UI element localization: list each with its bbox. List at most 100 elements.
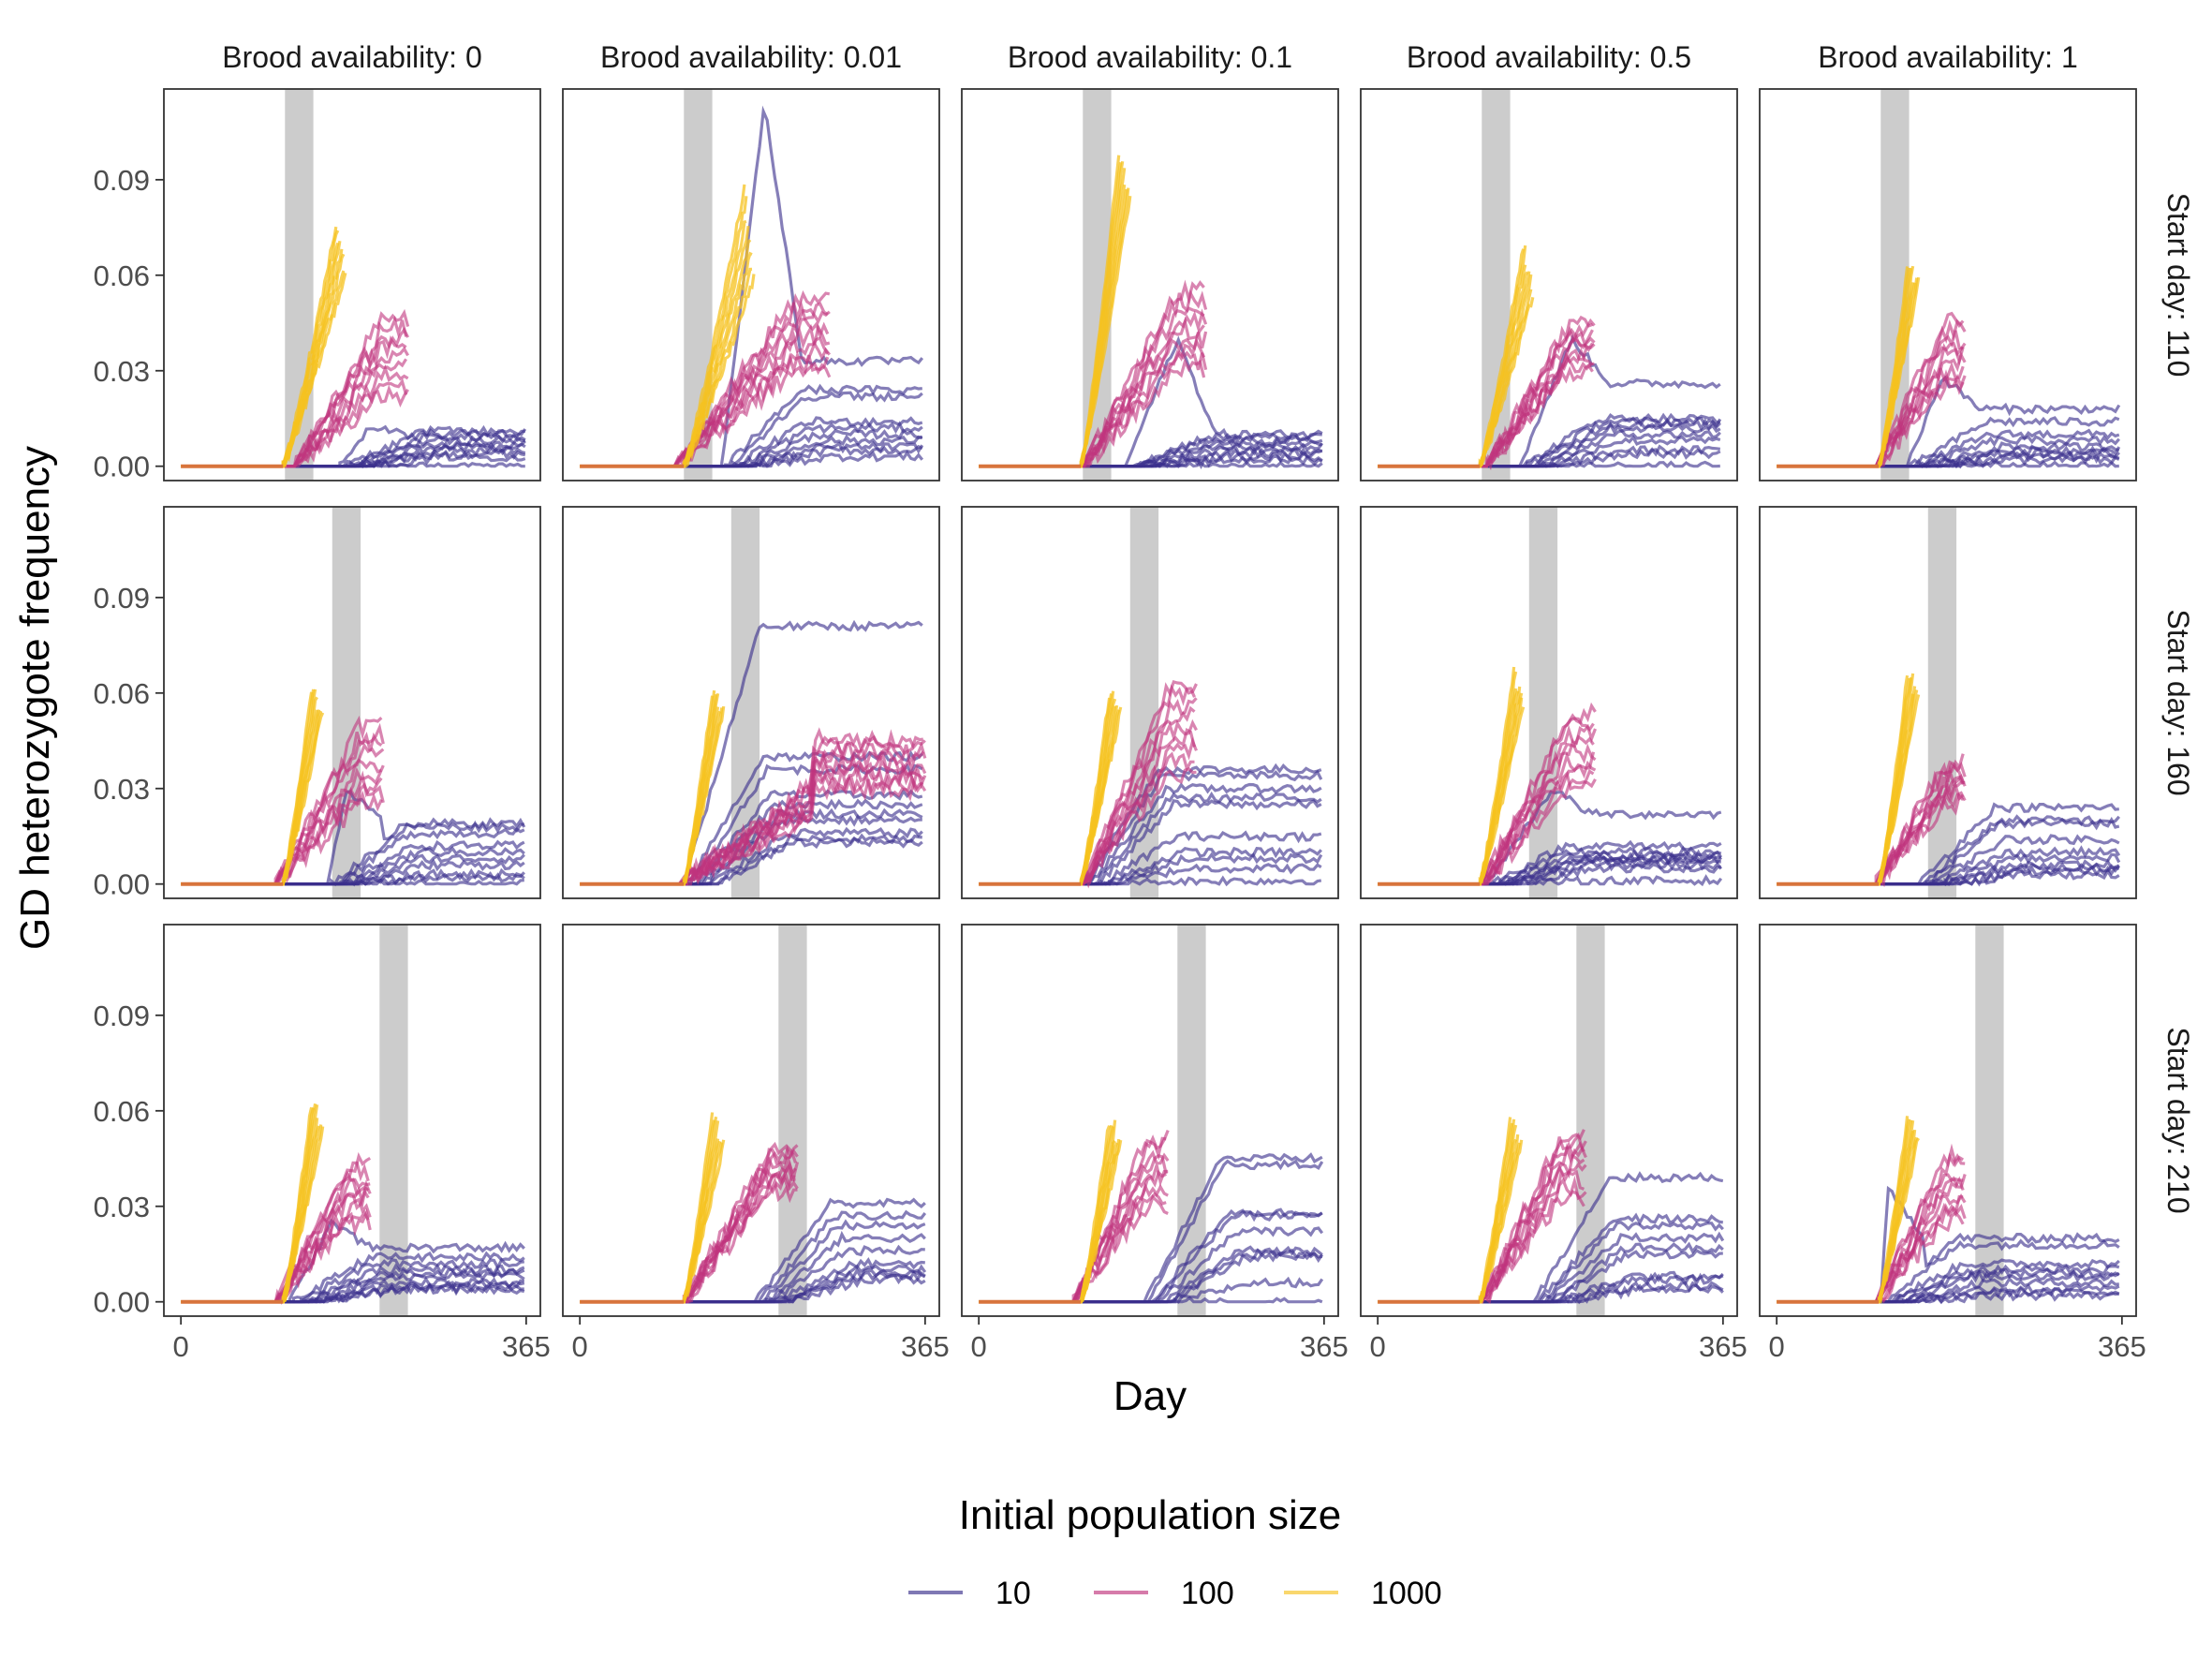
series-10-line (181, 431, 526, 468)
axes: 0.00 0.03 0.06 0.09 0.00 0.03 0.06 0.09 0.00 0.03… (94, 164, 2146, 1363)
series-100-line (1378, 315, 1594, 468)
row-strip-label: Start day: 160 (2161, 609, 2195, 795)
series-10-line (1777, 802, 2119, 886)
column-strip-label: Brood availability: 0.01 (600, 40, 902, 74)
series-10-line (1378, 851, 1723, 886)
y-tick-label: 0.00 (94, 1286, 150, 1319)
series-1000-line (979, 1125, 1112, 1304)
panel-border (1759, 88, 2137, 481)
x-tick-label: 0 (971, 1330, 987, 1363)
x-tick-label: 0 (1370, 1330, 1386, 1363)
series-10-line (1378, 1248, 1723, 1304)
y-tick-label: 0.00 (94, 868, 150, 901)
series-10-line (979, 863, 1322, 886)
panel-r2-c2 (961, 924, 1339, 1317)
series-10-line (1378, 790, 1722, 886)
y-tick-label: 0.06 (94, 259, 150, 292)
series-10-line (1378, 412, 1721, 468)
series-10-line (1777, 867, 2120, 887)
series-100-line (181, 715, 383, 886)
series-10-line (1378, 460, 1720, 468)
series-10-line (1378, 874, 1723, 887)
series-1000-line (979, 697, 1112, 886)
series-10-line (580, 428, 923, 468)
row-strip-label: Start day: 210 (2161, 1027, 2195, 1213)
series-10-line (181, 858, 525, 886)
series-100-line (181, 315, 408, 468)
x-tick-label: 365 (1699, 1330, 1747, 1363)
series-1000-line (580, 695, 715, 886)
panel-r0-c1 (562, 88, 940, 481)
panel-border (1360, 88, 1738, 481)
series-1000-line (979, 155, 1121, 468)
panel-r0-c4 (1759, 88, 2137, 481)
panel-r1-c3 (1360, 506, 1738, 899)
series-10-line (979, 1226, 1324, 1304)
panel-border (562, 924, 940, 1317)
series-10-line (580, 1197, 926, 1304)
shaded-interval (1129, 507, 1159, 898)
panel-border (163, 88, 541, 481)
panel-r2-c0 (163, 924, 541, 1317)
panel-border (1759, 506, 2137, 899)
y-tick-label: 0.09 (94, 582, 150, 615)
panel-border (961, 506, 1339, 899)
series-100-line (580, 1141, 799, 1304)
series-10-line (580, 390, 923, 468)
panel-border (163, 924, 541, 1317)
series-10-line (979, 791, 1322, 886)
series-100-line (979, 289, 1208, 468)
series-10-line (979, 460, 1323, 468)
legend-label-1000: 1000 (1371, 1576, 1442, 1611)
series-10-line (1777, 816, 2120, 886)
x-tick-label: 365 (1300, 1330, 1349, 1363)
series-10-line (580, 105, 924, 468)
series-10-line (181, 1266, 525, 1304)
panel-border (163, 506, 541, 899)
series-10-line (1378, 418, 1721, 468)
series-1000-line (580, 184, 746, 468)
series-10-line (1777, 1290, 2120, 1304)
series-10-line (1378, 1231, 1725, 1304)
y-tick-label: 0.00 (94, 451, 150, 483)
column-strip-label: Brood availability: 1 (1818, 40, 2077, 74)
series-10-line (181, 846, 525, 886)
series-10-line (181, 424, 527, 468)
series-10-line (580, 1209, 927, 1304)
shaded-interval (1975, 925, 2004, 1316)
series-10-line (580, 1256, 925, 1304)
series-100-line (181, 308, 410, 468)
series-100-line (979, 751, 1195, 889)
series-1000-line (181, 226, 338, 468)
series-100-line (580, 289, 831, 468)
series-10-line (580, 421, 923, 468)
series-10-line (1777, 1238, 2120, 1304)
panel-r2-c4 (1759, 924, 2137, 1317)
series-10-line (1378, 1272, 1724, 1304)
panel-border (562, 88, 940, 481)
series-1000-line (580, 1112, 715, 1304)
series-10-line (181, 435, 525, 468)
series-1000-line (1378, 1117, 1512, 1304)
panel-border (562, 506, 940, 899)
series-1000-line (181, 1106, 314, 1304)
series-10-line (979, 1152, 1323, 1304)
series-10-line (979, 782, 1322, 886)
series-10-line (580, 444, 923, 468)
series-100-line (1777, 760, 1967, 886)
y-tick-label: 0.03 (94, 773, 150, 806)
series-10-line (1777, 834, 2120, 886)
series-10-line (580, 450, 924, 468)
series-1000-line (181, 691, 314, 886)
series-100-line (580, 1156, 797, 1304)
panel-border (1360, 924, 1738, 1317)
series-10-line (979, 1296, 1323, 1304)
series-100-line (580, 1161, 800, 1304)
series-10-line (181, 1263, 525, 1304)
series-10-line (580, 1219, 926, 1304)
facet-panels (163, 88, 2137, 1317)
panel-r2-c1 (562, 924, 940, 1317)
panel-r1-c2 (961, 506, 1339, 899)
series-100-line (979, 679, 1198, 886)
series-10-line (181, 1270, 525, 1304)
